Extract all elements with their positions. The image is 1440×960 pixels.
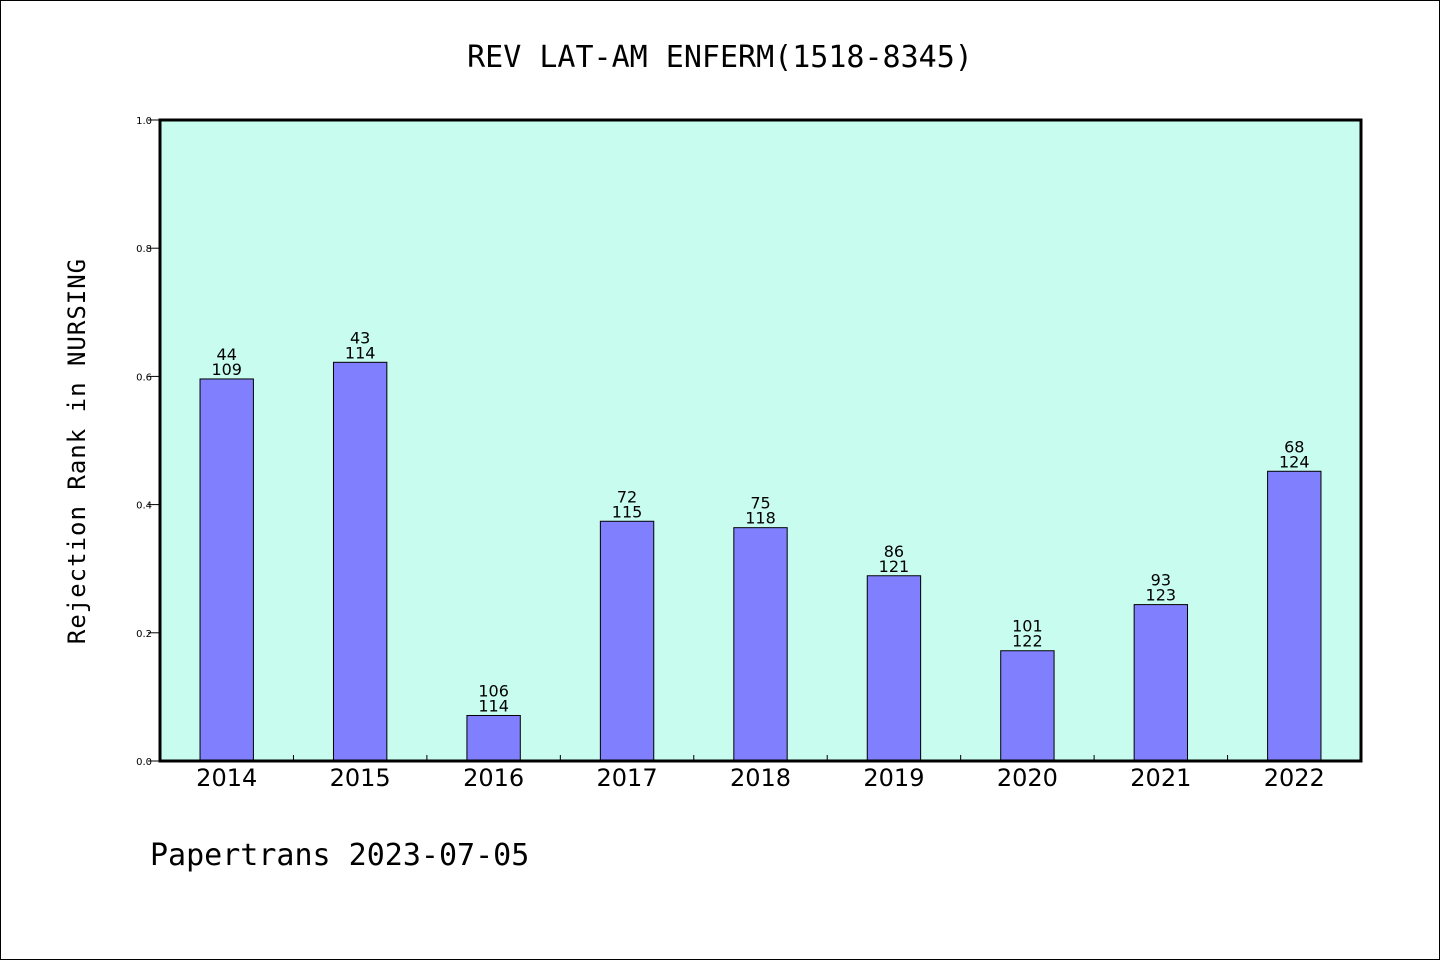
bar-2014 [199,378,254,762]
bar-2016 [466,714,521,762]
y-tick-label-0.6: 0.6 [136,372,152,383]
bar-2020 [1000,650,1055,762]
bar-label-bottom-2022: 124 [1279,452,1310,471]
y-tick-label-1.0: 1.0 [136,116,152,127]
bar-label-top-2017: 72 [617,487,637,506]
x-tick-label-2016: 2016 [463,764,524,792]
bar-label-top-2018: 75 [750,494,770,513]
bar-2022 [1267,470,1322,762]
bar-label-top-2016: 106 [478,681,509,700]
bar-label-top-2020: 101 [1012,617,1043,636]
x-tick-label-2017: 2017 [597,764,658,792]
x-axis: 2014 2015 2016 2017 2018 2019 2020 2021 2022 [196,755,1325,792]
bar-label-bottom-2021: 123 [1146,586,1177,605]
chart-title: REV LAT-AM ENFERM(1518-8345) [467,40,973,75]
y-tick-label-0.4: 0.4 [136,501,152,512]
x-tick-label-2020: 2020 [997,764,1058,792]
plot-border [158,118,1363,763]
bar-label-bottom-2014: 109 [211,360,242,379]
bar-label-bottom-2019: 121 [879,557,910,576]
x-tick-label-2022: 2022 [1264,764,1325,792]
bar-2021 [1133,604,1189,762]
bar-label-bottom-2016: 114 [478,696,509,715]
y-tick-label-0.0: 0.0 [136,757,152,768]
x-tick-label-2014: 2014 [196,764,257,792]
bar-label-bottom-2020: 122 [1012,632,1043,651]
bar-label-top-2014: 44 [217,345,237,364]
y-axis: 0.0 0.2 0.4 0.6 0.8 1.0 [136,116,160,768]
bar-label-top-2021: 93 [1151,571,1171,590]
bar-2015 [332,361,388,762]
x-tick-label-2018: 2018 [730,764,791,792]
bar-2017 [599,520,655,762]
bar-label-bottom-2018: 118 [745,509,776,528]
y-axis-label: Rejection Rank in NURSING [63,258,91,644]
y-tick-label-0.2: 0.2 [136,629,152,640]
bar-label-bottom-2017: 115 [612,502,643,521]
x-tick-label-2015: 2015 [330,764,391,792]
bar-label-bottom-2015: 114 [345,343,376,362]
bar-label-top-2022: 68 [1284,437,1304,456]
bar-2019 [866,575,922,762]
bars-group [199,361,1322,762]
bar-2018 [733,527,788,762]
x-tick-label-2019: 2019 [863,764,924,792]
bar-label-top-2019: 86 [884,542,904,561]
y-tick-label-0.8: 0.8 [136,244,152,255]
footer-credit: Papertrans 2023-07-05 [150,838,529,873]
x-tick-label-2021: 2021 [1130,764,1191,792]
bar-label-top-2015: 43 [350,328,370,347]
